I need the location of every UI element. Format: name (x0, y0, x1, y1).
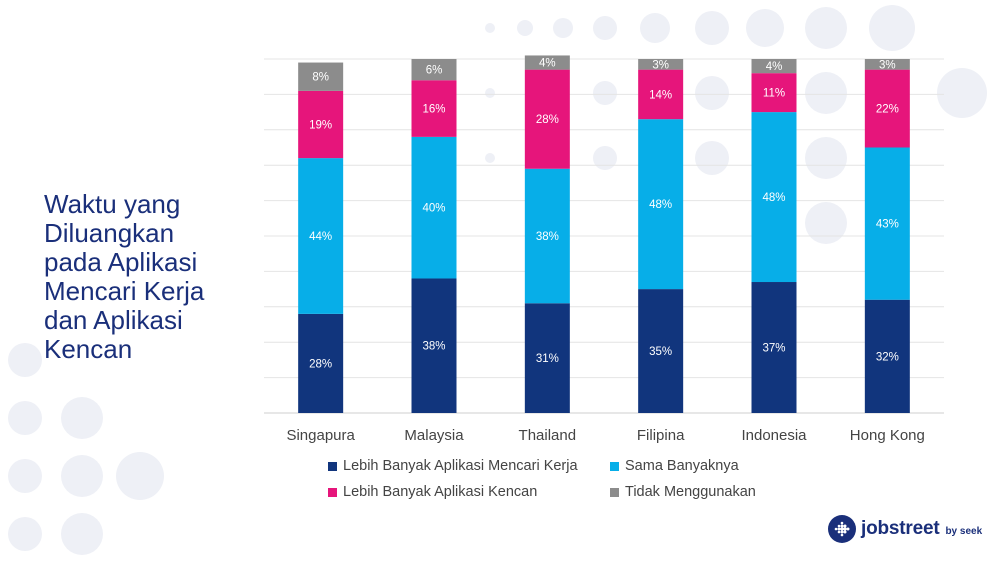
data-label: 43% (876, 219, 899, 231)
chart-legend: Lebih Banyak Aplikasi Mencari Kerja Sama… (328, 453, 788, 505)
x-tick-label: Thailand (519, 427, 577, 444)
data-label: 48% (649, 199, 672, 211)
bar-segment (524, 168, 570, 304)
legend-swatch (328, 461, 337, 471)
data-label: 4% (539, 58, 556, 70)
data-label: 3% (652, 59, 669, 71)
bar-segment (751, 282, 797, 413)
stacked-bar-chart: 28% 44% 19% 8% Singapura 38% 40% 16% 6% Malaysia 3… (264, 55, 944, 444)
data-label: 11% (763, 88, 785, 100)
data-label: 16% (422, 104, 445, 116)
data-label: 31% (536, 353, 559, 365)
page-title: Waktu yang Diluangkan pada Aplikasi Menc… (44, 189, 205, 364)
data-label: 28% (536, 114, 559, 126)
bar-segment (638, 69, 684, 120)
legend-label: Lebih Banyak Aplikasi Mencari Kerja (343, 458, 578, 474)
x-tick-label: Filipina (637, 427, 685, 444)
bar-segment (864, 69, 910, 148)
legend-item-dating-apps: Lebih Banyak Aplikasi Kencan (328, 479, 610, 505)
bar-segment (638, 59, 684, 70)
legend-label: Sama Banyaknya (625, 458, 739, 474)
data-label: 6% (426, 65, 443, 77)
data-label: 32% (876, 351, 899, 363)
bar-segment (524, 69, 570, 169)
bar-segment (751, 59, 797, 74)
logo-wordmark: jobstreet (861, 518, 940, 539)
logo-mark-icon (828, 515, 856, 543)
legend-swatch (328, 487, 337, 497)
x-tick-label: Indonesia (741, 427, 807, 444)
data-label: 37% (762, 343, 785, 355)
data-label: 40% (422, 203, 445, 215)
bar-segment (298, 62, 344, 91)
data-label: 3% (879, 59, 896, 71)
bar-segment (411, 278, 457, 413)
legend-swatch (610, 461, 619, 471)
bar-segment (864, 59, 910, 70)
data-label: 48% (762, 192, 785, 204)
legend-label: Lebih Banyak Aplikasi Kencan (343, 484, 538, 500)
data-label: 22% (876, 104, 899, 116)
data-label: 28% (309, 358, 332, 370)
bar-segment (411, 136, 457, 279)
bar-segment (524, 303, 570, 413)
jobstreet-logo: jobstreet by seek (828, 514, 982, 544)
legend-label: Tidak Menggunakan (625, 484, 756, 500)
bar-segment (751, 112, 797, 283)
x-tick-label: Hong Kong (850, 427, 925, 444)
data-label: 38% (536, 231, 559, 243)
bar-segment (411, 80, 457, 137)
bar-segment (298, 90, 344, 159)
legend-swatch (610, 487, 619, 497)
legend-item-not-using: Tidak Menggunakan (610, 479, 756, 505)
legend-item-equal: Sama Banyaknya (610, 453, 739, 479)
data-label: 4% (766, 61, 783, 73)
legend-item-job-apps: Lebih Banyak Aplikasi Mencari Kerja (328, 453, 610, 479)
bar-segment (638, 119, 684, 290)
x-tick-label: Singapura (286, 427, 355, 444)
data-label: 19% (309, 119, 332, 131)
bar-segment (864, 147, 910, 300)
data-label: 38% (422, 341, 445, 353)
bar-segment (298, 158, 344, 314)
data-label: 35% (649, 346, 672, 358)
data-label: 44% (309, 231, 332, 243)
bar-segment (298, 313, 344, 413)
bar-segment (411, 59, 457, 81)
bar-segment (751, 73, 797, 113)
data-label: 14% (649, 89, 672, 101)
data-label: 8% (312, 72, 329, 84)
x-tick-label: Malaysia (404, 427, 464, 444)
bar-segment (638, 289, 684, 413)
bar-segment (524, 55, 570, 70)
logo-byline: by seek (945, 526, 983, 537)
bar-segment (864, 299, 910, 413)
